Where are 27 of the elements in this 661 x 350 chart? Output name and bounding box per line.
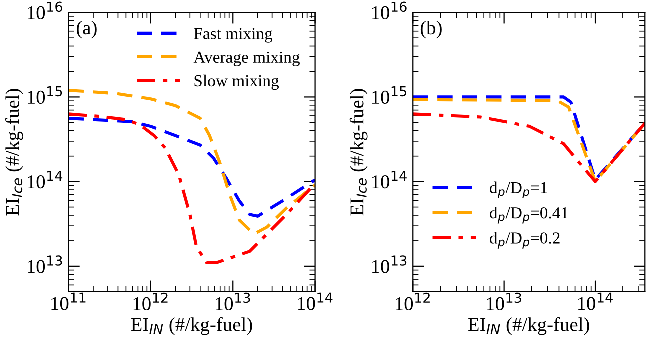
y-tick-label: 10$^{16}$	[372, 2, 407, 20]
x-tick-label: 10$^{14}$	[298, 292, 333, 310]
x-tick-label: 10$^{11}$	[52, 292, 86, 310]
x-axis-title: EI$_{IN}$ (#/kg-fuel)	[468, 317, 590, 336]
y-tick-label: 10$^{13}$	[372, 256, 407, 274]
annotation: (a)	[76, 20, 97, 39]
legend-label: Average mixing	[194, 52, 300, 66]
x-tick-label: 10$^{14}$	[578, 292, 613, 310]
legend-label: d$_{p}$/D$_{p}$=0.2	[490, 232, 560, 249]
y-tick-label: 10$^{15}$	[28, 86, 62, 104]
annotation: (b)	[420, 20, 442, 39]
y-tick-label: 10$^{16}$	[28, 2, 62, 20]
legend-label: Fast mixing	[194, 28, 273, 43]
x-tick-label: 10$^{12}$	[134, 292, 168, 311]
y-tick-label: 10$^{14}$	[372, 171, 407, 189]
x-tick-label: 10$^{13}$	[487, 292, 522, 311]
y-tick-label: 10$^{13}$	[28, 256, 62, 274]
y-axis-title: EI$_{Ice}$ (#/kg-fuel)	[5, 89, 24, 216]
legend-label: d$_{p}$/D$_{p}$=0.41	[490, 206, 568, 224]
x-axis-title: EI$_{IN}$ (#/kg-fuel)	[131, 317, 252, 336]
y-tick-label: 10$^{14}$	[28, 171, 63, 189]
legend-label: d$_{p}$/D$_{p}$=1	[490, 182, 548, 199]
y-axis-title: EI$_{Ice}$ (#/kg-fuel)	[350, 89, 368, 216]
x-tick-label: 10$^{13}$	[216, 292, 250, 311]
x-tick-label: 10$^{12}$	[396, 292, 430, 311]
y-tick-label: 10$^{15}$	[372, 86, 406, 104]
legend-label: Slow mixing	[194, 74, 280, 90]
